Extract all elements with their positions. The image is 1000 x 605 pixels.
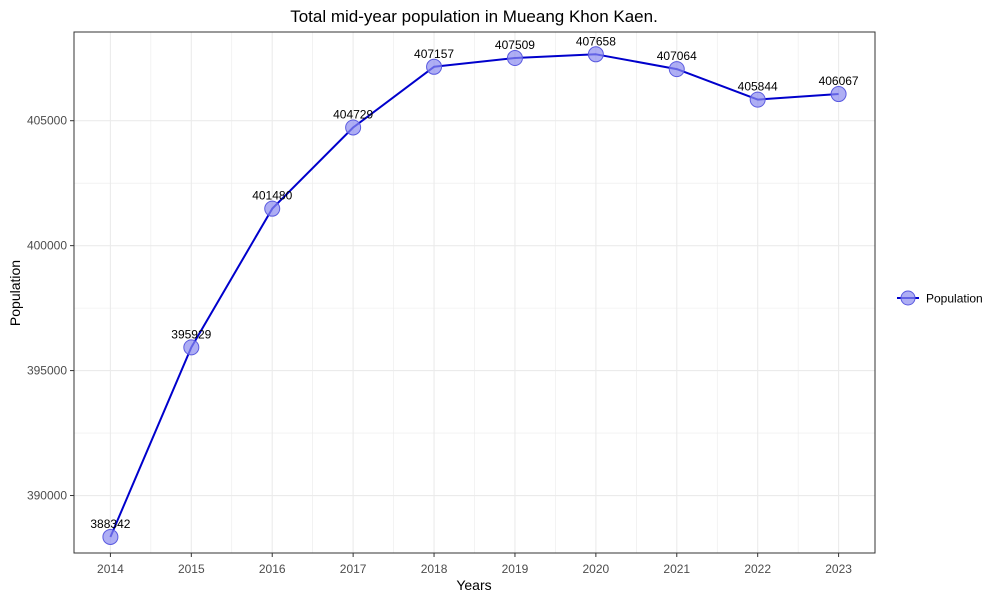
y-tick-label: 405000 <box>27 114 67 128</box>
data-point-marker <box>749 91 766 108</box>
data-point-marker <box>183 339 200 356</box>
data-point-marker <box>830 86 847 103</box>
data-label: 407064 <box>657 49 697 63</box>
data-label: 407658 <box>576 34 616 48</box>
y-axis-ticks: 390000 395000 400000 405000 <box>27 114 74 503</box>
plot-panel-border <box>73 31 876 554</box>
y-tick-label: 400000 <box>27 239 67 253</box>
data-label: 395929 <box>171 327 211 341</box>
x-tick-label: 2016 <box>259 562 286 576</box>
data-point-marker <box>506 50 523 67</box>
data-point-marker <box>426 58 443 75</box>
x-axis-label: Years <box>456 577 491 593</box>
data-label: 388342 <box>90 517 130 531</box>
data-point-marker <box>264 200 281 217</box>
x-tick-label: 2017 <box>340 562 367 576</box>
x-tick-label: 2015 <box>178 562 205 576</box>
x-axis-ticks: 2014 2015 2016 2017 2018 2019 2020 2021 2022 2023 <box>97 553 852 576</box>
x-tick-label: 2022 <box>744 562 771 576</box>
grid-layer <box>74 32 875 553</box>
data-label: 407509 <box>495 38 535 52</box>
x-tick-label: 2019 <box>502 562 529 576</box>
data-label-layer: 388342 395929 401480 404729 407157 407509 4076… <box>90 34 859 531</box>
data-point-marker <box>345 119 362 136</box>
x-tick-label: 2014 <box>97 562 124 576</box>
x-tick-label: 2021 <box>663 562 690 576</box>
data-label: 407157 <box>414 47 454 61</box>
legend-marker-key <box>900 290 916 306</box>
x-tick-label: 2023 <box>825 562 852 576</box>
series-layer <box>102 46 847 545</box>
data-label: 406067 <box>819 74 859 88</box>
data-point-marker <box>587 46 604 63</box>
legend: Population <box>897 290 983 306</box>
x-tick-label: 2018 <box>421 562 448 576</box>
data-label: 401480 <box>252 189 292 203</box>
y-tick-label: 395000 <box>27 364 67 378</box>
series-line-population <box>109 53 839 538</box>
data-point-marker <box>102 528 119 545</box>
data-label: 404729 <box>333 107 373 121</box>
chart-title: Total mid-year population in Mueang Khon… <box>290 7 658 26</box>
data-point-marker <box>668 61 685 78</box>
y-axis-label: Population <box>7 260 23 326</box>
legend-label: Population <box>926 292 983 306</box>
y-tick-label: 390000 <box>27 489 67 503</box>
x-tick-label: 2020 <box>583 562 610 576</box>
data-label: 405844 <box>738 80 778 94</box>
